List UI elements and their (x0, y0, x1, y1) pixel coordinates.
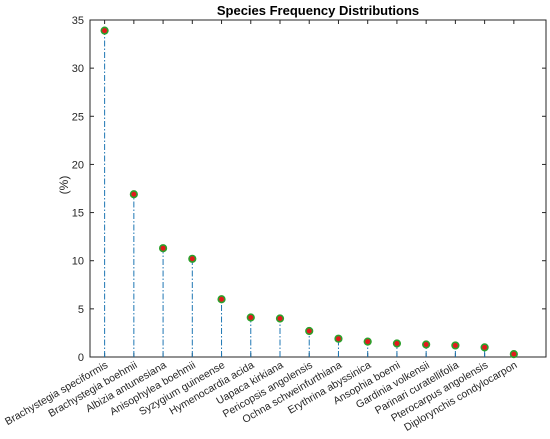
y-tick-label-1: 5 (78, 304, 84, 316)
y-tick-label-4: 20 (72, 159, 84, 171)
chart-title: Species Frequency Distributions (217, 3, 419, 18)
marker-4 (217, 295, 226, 304)
marker-2 (158, 244, 168, 253)
marker-9 (363, 337, 372, 346)
marker-12 (451, 341, 460, 350)
marker-10 (392, 339, 402, 348)
y-tick-label-6: 30 (72, 63, 84, 75)
marker-5 (246, 313, 255, 322)
marker-8 (334, 334, 343, 343)
marker-0 (100, 26, 109, 35)
marker-7 (305, 326, 314, 336)
y-axis: 0 5 10 15 20 25 30 35 (72, 15, 546, 364)
marker-6 (275, 314, 285, 323)
stems-layer (104, 30, 515, 357)
y-tick-label-7: 35 (72, 15, 84, 27)
marker-14 (509, 350, 518, 359)
marker-13 (480, 343, 489, 352)
marker-3 (188, 254, 197, 263)
y-axis-label: (%) (57, 176, 71, 195)
y-tick-label-3: 15 (72, 208, 84, 220)
marker-1 (129, 190, 138, 199)
plot-area (89, 19, 547, 358)
y-tick-label-2: 10 (72, 256, 84, 268)
marker-11 (422, 340, 431, 349)
y-tick-label-5: 25 (72, 111, 84, 123)
y-tick-label-0: 0 (78, 352, 84, 364)
markers-layer (100, 26, 518, 359)
